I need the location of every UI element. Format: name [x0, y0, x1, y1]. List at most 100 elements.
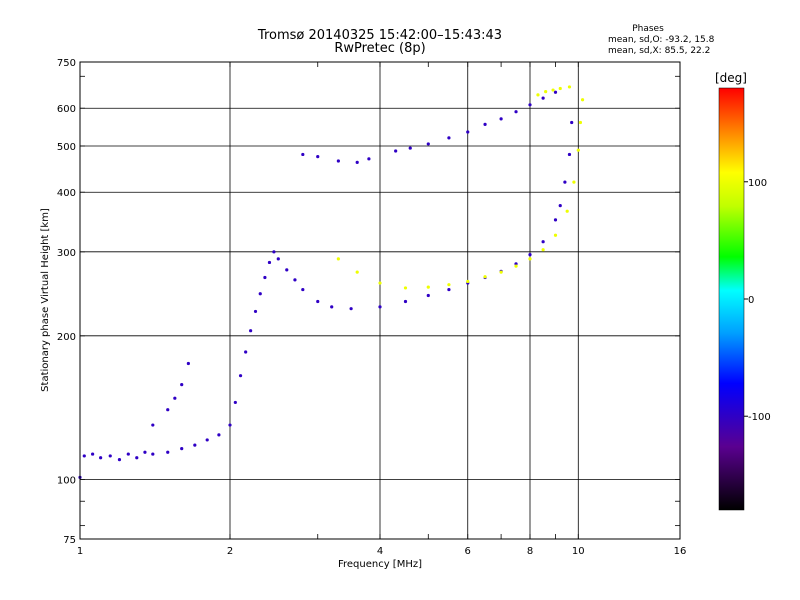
data-point — [514, 110, 518, 114]
data-point — [166, 408, 170, 412]
data-point — [394, 149, 398, 153]
y-tick-label: 500 — [57, 142, 76, 153]
data-point — [108, 454, 112, 458]
data-point — [166, 450, 170, 454]
data-point — [580, 98, 585, 102]
data-point — [514, 262, 518, 266]
data-point — [336, 159, 340, 163]
data-point — [558, 86, 562, 91]
data-point — [293, 278, 297, 282]
data-point — [180, 383, 184, 387]
data-point — [349, 307, 353, 311]
data-point — [238, 374, 243, 378]
data-point — [355, 160, 359, 164]
axis-ticks: 1 2 4 6 8 10 16 75 100 200 300 400 500 600 750 — [57, 58, 686, 557]
data-point — [528, 257, 532, 261]
data-point — [426, 285, 430, 289]
data-point — [499, 270, 503, 274]
data-point — [576, 148, 580, 152]
data-point — [276, 257, 280, 261]
x-tick-label: 2 — [227, 546, 233, 557]
data-point — [272, 250, 276, 254]
data-point — [336, 257, 340, 261]
data-point — [180, 447, 184, 451]
data-point — [403, 286, 408, 290]
data-point — [544, 90, 548, 94]
y-tick-label: 75 — [63, 535, 76, 546]
x-tick-label: 8 — [527, 546, 533, 557]
x-tick-label: 10 — [572, 546, 585, 557]
data-point — [466, 279, 470, 284]
data-point — [447, 136, 451, 140]
data-point — [367, 157, 371, 161]
data-point — [263, 275, 267, 280]
data-point — [528, 252, 532, 257]
data-point — [408, 146, 412, 150]
data-point — [173, 396, 177, 400]
data-point — [143, 450, 147, 454]
y-axis-label: Stationary phase Virtual Height [km] — [40, 208, 51, 392]
data-point — [193, 443, 197, 447]
grid-lines — [80, 62, 680, 539]
data-point — [426, 293, 430, 298]
data-point — [378, 305, 382, 309]
x-tick-label: 16 — [674, 546, 687, 557]
data-point — [553, 90, 558, 94]
data-point — [244, 350, 248, 354]
data-point — [217, 433, 221, 437]
y-tick-label: 750 — [57, 58, 76, 69]
colorbar-label: [deg] — [715, 71, 747, 85]
data-point — [205, 438, 209, 442]
data-point — [514, 264, 518, 268]
data-point — [558, 203, 562, 208]
data-point — [578, 120, 583, 125]
colorbar-tick-label: 100 — [748, 178, 767, 189]
data-point — [466, 130, 470, 134]
data-point — [151, 423, 155, 427]
data-point — [541, 248, 545, 252]
data-point — [126, 452, 130, 456]
stats-x-mode: mean, sd,X: 85.5, 22.2 — [608, 46, 710, 56]
data-point — [316, 155, 320, 159]
data-point — [426, 142, 430, 146]
data-point — [567, 152, 572, 157]
data-point — [541, 96, 545, 100]
data-point — [355, 270, 359, 274]
colorbar-tick-label: -100 — [748, 412, 771, 423]
data-point — [267, 260, 272, 265]
data-point — [285, 268, 289, 272]
data-point — [447, 287, 451, 292]
data-point — [528, 103, 532, 107]
data-point — [301, 287, 305, 292]
x-tick-label: 6 — [465, 546, 471, 557]
data-point — [186, 361, 190, 366]
data-point — [483, 122, 487, 126]
stats-o-mode: mean, sd,O: -93.2, 15.8 — [608, 35, 715, 45]
data-points — [78, 85, 585, 479]
y-tick-label: 200 — [57, 332, 76, 343]
data-point — [572, 180, 576, 184]
data-point — [253, 309, 258, 314]
data-point — [565, 209, 569, 213]
chart-title: Tromsø 20140325 15:42:00–15:43:43 — [257, 28, 502, 43]
colorbar — [718, 87, 745, 511]
data-point — [82, 454, 86, 458]
data-point — [249, 329, 253, 333]
data-point — [258, 292, 262, 296]
chart-subtitle: RwPretec (8p) — [334, 41, 425, 56]
y-tick-label: 600 — [57, 104, 76, 115]
data-point — [570, 120, 574, 125]
data-point — [316, 299, 320, 304]
y-tick-label: 300 — [57, 248, 76, 259]
data-point — [117, 458, 122, 462]
data-point — [499, 117, 503, 121]
data-point — [567, 85, 572, 89]
data-point — [135, 456, 139, 460]
data-point — [301, 152, 305, 157]
x-tick-label: 4 — [377, 546, 383, 557]
y-tick-label: 100 — [57, 475, 76, 486]
data-point — [403, 299, 408, 304]
data-point — [541, 240, 545, 244]
stats-heading: Phases — [632, 24, 664, 34]
